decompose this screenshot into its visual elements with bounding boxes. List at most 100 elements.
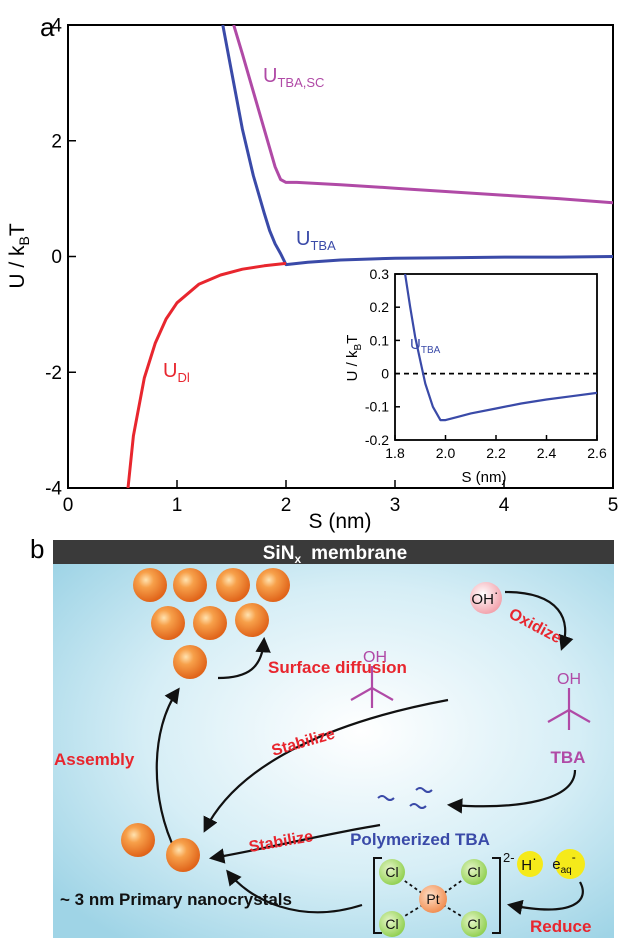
tba-oh-label: OH: [363, 649, 387, 666]
x-tick-label: 3: [390, 495, 401, 516]
reduce-label: Reduce: [530, 917, 591, 936]
reduce-arrow: [506, 881, 584, 915]
x-tick-label: 5: [608, 495, 619, 516]
main-chart: 0 1 2 3 4 5 -4 -2 0 2 4: [45, 16, 618, 516]
x-tick-label: 2.0: [436, 445, 456, 461]
series-line-utba: [404, 274, 597, 422]
x-tick-label: 2.2: [486, 445, 506, 461]
y-tick-label: 2: [51, 131, 62, 152]
stabilize-arrow-lower: [208, 823, 381, 864]
nanocrystal: [235, 603, 269, 637]
nanocrystal: [193, 606, 227, 640]
tba-molecule-icon: [350, 666, 394, 708]
nanocrystal: [216, 568, 250, 602]
nanocrystal: [173, 645, 207, 679]
chloride-label: Cl: [385, 916, 398, 932]
tba-oh-label: OH: [557, 671, 581, 688]
panel-a-label: a: [40, 12, 55, 42]
x-tick-label: 2: [281, 495, 292, 516]
x-tick-label: 2.6: [587, 445, 607, 461]
y-tick-label: 0.3: [370, 266, 390, 282]
polymerized-tba-icon: [377, 787, 433, 809]
y-tick-label: 0: [381, 366, 389, 382]
surface-diffusion-arrow: [217, 636, 271, 680]
y-tick-label: -0.1: [365, 399, 389, 415]
curve-label-tba-sc-main: U: [263, 65, 277, 87]
y-tick-label: -2: [45, 363, 62, 384]
membrane-label-sub: x: [294, 552, 301, 566]
nucleation-arrow: [226, 869, 363, 914]
main-x-axis-label: S (nm): [309, 510, 372, 533]
oh-radical-text: OH: [471, 591, 494, 608]
y-tick-label: 0.2: [370, 299, 390, 315]
inset-y-axis-label: U / kBT: [344, 335, 364, 382]
x-tick-label: 1.8: [385, 445, 405, 461]
x-tick-label: 0: [63, 495, 74, 516]
stabilize-arrow-upper: [203, 698, 449, 833]
electron-text: e: [552, 856, 560, 873]
curve-label-tba-sc: UTBA,SC: [263, 65, 324, 90]
nanocrystal: [133, 568, 167, 602]
inset-curve-label-main: U: [410, 336, 421, 353]
series-line-utba-sc: [232, 25, 613, 205]
y-tick-label: -4: [45, 479, 62, 500]
curve-label-dl: UDl: [163, 360, 190, 385]
membrane-label-main: SiN: [263, 543, 295, 564]
svg-text:U / kBT: U / kBT: [6, 223, 32, 289]
curve-label-tba: UTBA: [296, 228, 336, 253]
x-tick-label: 4: [499, 495, 510, 516]
chloride-label: Cl: [385, 864, 398, 880]
inset-y-axis-label-main: U / k: [344, 350, 361, 381]
oh-radical-icon: [470, 582, 502, 614]
y-tick-label: -0.2: [365, 432, 389, 448]
y-tick-label: 0: [51, 247, 62, 268]
primary-nanocrystals-label: ~ 3 nm Primary nanocrystals: [60, 890, 292, 909]
electron-sup: -: [572, 850, 576, 864]
curve-label-tba-sub: TBA: [310, 238, 336, 253]
assembly-arrow: [155, 687, 180, 853]
inset-y-axis-label-tail: T: [344, 335, 361, 344]
tba-to-polymer-arrow: [446, 769, 577, 814]
curve-label-tba-sc-sub: TBA,SC: [277, 75, 324, 90]
nanocrystal: [256, 568, 290, 602]
main-y-axis-label-tail: T: [6, 223, 29, 236]
h-radical-icon: [517, 851, 543, 877]
oh-radical-dot: ·: [494, 584, 499, 600]
oh-radical-label: OH·: [471, 584, 498, 608]
ptcl4-complex-icon: [373, 857, 501, 937]
curve-label-tba-main: U: [296, 228, 310, 250]
h-radical-dot: ·: [532, 850, 537, 866]
panel-b-label: b: [30, 534, 44, 564]
curve-label-dl-main: U: [163, 360, 177, 382]
y-tick-label: 0.1: [370, 332, 390, 348]
x-tick-label: 1: [172, 495, 183, 516]
tba-label: TBA: [551, 748, 586, 767]
membrane-label: SiNx membrane: [263, 543, 407, 566]
electron-sub: aq: [561, 865, 572, 876]
polymerized-tba-label: Polymerized TBA: [350, 830, 490, 849]
inset-curve-label-sub: TBA: [421, 345, 441, 356]
oxidize-arrow: [504, 590, 574, 651]
membrane-bar: [53, 540, 614, 564]
tba-molecule-icon: [547, 688, 591, 730]
series-line-utba: [221, 25, 613, 267]
chloride-label: Cl: [467, 864, 480, 880]
platinum-label: Pt: [426, 891, 439, 907]
main-y-axis-label-sub: B: [16, 236, 32, 245]
nanocrystal: [173, 568, 207, 602]
assembly-label: Assembly: [54, 750, 135, 769]
solution-background: [53, 562, 614, 938]
x-tick-label: 2.4: [537, 445, 557, 461]
inset-chart: 1.8 2.0 2.2 2.4 2.6 -0.2 -0.1 0 0.1 0.2 0.3: [365, 266, 607, 461]
inset-curve-label: UTBA: [410, 336, 441, 356]
electron-label: eaq-: [552, 850, 575, 876]
h-radical-label: H·: [521, 850, 537, 874]
curve-label-dl-sub: Dl: [177, 370, 189, 385]
schematic: SiNx membrane Surface diffusion Assembly …: [53, 540, 614, 938]
inset-y-axis-label-sub: B: [353, 344, 364, 351]
electron-icon: [555, 849, 585, 879]
inset-x-axis-label: S (nm): [462, 469, 507, 486]
nanocrystal: [151, 606, 185, 640]
svg-text:U / kBT: U / kBT: [344, 335, 364, 382]
